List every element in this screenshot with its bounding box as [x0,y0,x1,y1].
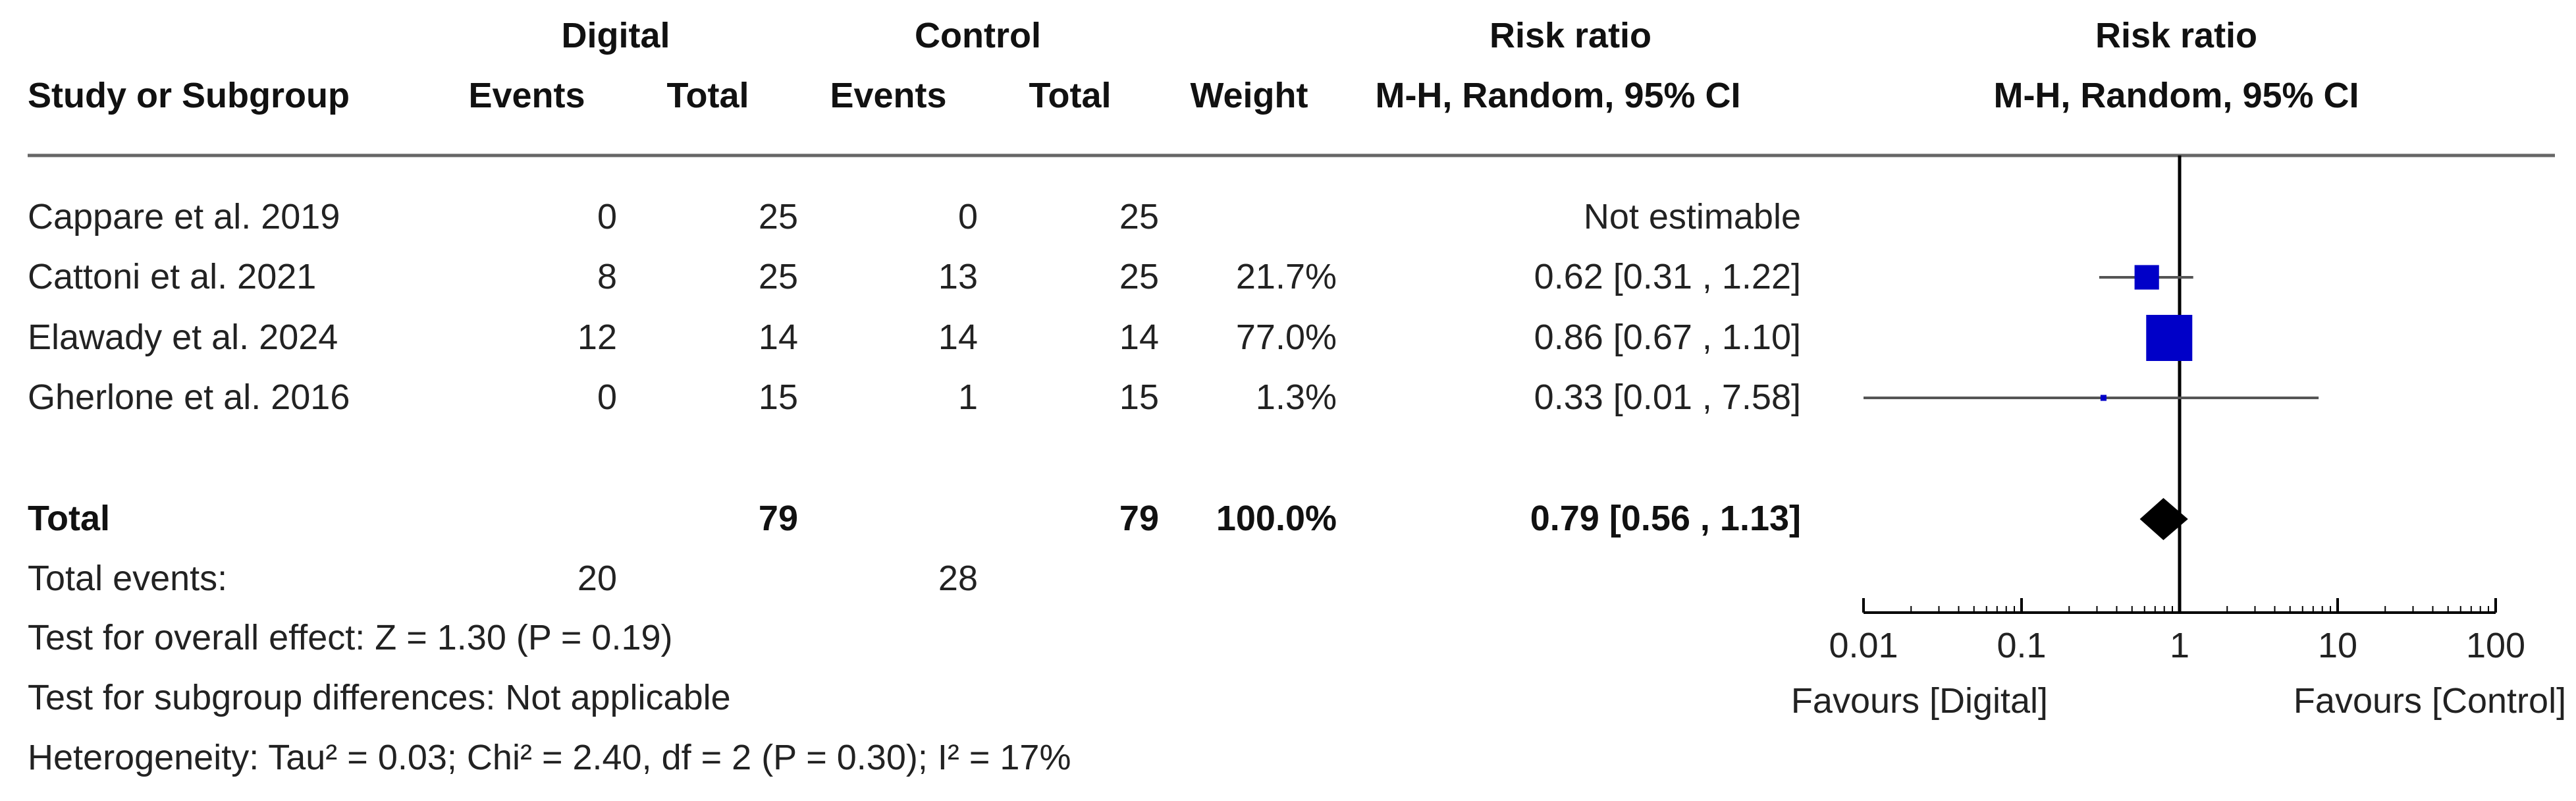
study-row: Gherlone et al. 2016 0 15 1 15 1.3% 0.33… [28,377,1801,417]
total-events-row: Total events: 20 28 [28,559,978,598]
study-effect-marker [2146,315,2193,361]
total-digital: 25 [759,197,798,236]
total-control: 14 [1119,318,1159,357]
study-name: Elawady et al. 2024 [28,318,338,357]
study-effect-marker [2100,395,2106,401]
total-weight: 100.0% [1216,499,1337,538]
x-axis-tick-label: 0.01 [1829,626,1898,665]
risk-ratio-ci: 0.62 [0.31 , 1.22] [1534,257,1801,296]
total-digital: 14 [759,318,798,357]
header-total-control: Total [1029,76,1112,115]
risk-ratio-ci: 0.86 [0.67 , 1.10] [1534,318,1801,357]
footnote-subgroup-differences: Test for subgroup differences: Not appli… [28,678,731,717]
total-digital: 15 [759,377,798,417]
header-group-digital: Digital [561,16,670,55]
study-row: Cappare et al. 2019 0 25 0 25 Not estima… [28,197,1801,236]
study-effect-marker [2134,265,2159,290]
favours-left-label: Favours [Digital] [1791,681,2048,721]
x-axis-tick-label: 1 [2170,626,2189,665]
total-risk-ratio-ci: 0.79 [0.56 , 1.13] [1530,499,1801,538]
events-digital: 8 [597,257,617,296]
x-axis-tick-label: 0.1 [1997,626,2046,665]
weight: 77.0% [1236,318,1337,357]
pooled-effect-diamond [2139,498,2188,540]
total-events-control: 28 [938,559,978,598]
header-total-digital: Total [667,76,749,115]
events-control: 1 [958,377,978,417]
x-axis-tick-label: 100 [2466,626,2525,665]
total-digital: 25 [759,257,798,296]
footnote-heterogeneity: Heterogeneity: Tau² = 0.03; Chi² = 2.40,… [28,738,1071,777]
footnote-overall-effect: Test for overall effect: Z = 1.30 (P = 0… [28,618,673,657]
total-events-label: Total events: [28,559,227,598]
events-digital: 0 [597,197,617,236]
risk-ratio-ci: Not estimable [1584,197,1801,236]
total-control: 15 [1119,377,1159,417]
forest-plot-area: 0.01 0.1 1 10 100 [1829,155,2525,665]
events-digital: 0 [597,377,617,417]
total-control-sum: 79 [1119,499,1159,538]
study-name: Cattoni et al. 2021 [28,257,316,296]
weight: 21.7% [1236,257,1337,296]
events-digital: 12 [577,318,617,357]
header-weight: Weight [1191,76,1308,115]
header-study-or-subgroup: Study or Subgroup [28,76,350,115]
risk-ratio-ci: 0.33 [0.01 , 7.58] [1534,377,1801,417]
header-risk-ratio-plot: Risk ratio [2095,16,2257,55]
study-name: Cappare et al. 2019 [28,197,340,236]
header-events-control: Events [830,76,946,115]
header-method-text: M-H, Random, 95% CI [1375,76,1740,115]
events-control: 13 [938,257,978,296]
header-risk-ratio-text: Risk ratio [1489,16,1651,55]
total-label: Total [28,499,110,538]
total-digital-sum: 79 [759,499,798,538]
weight: 1.3% [1256,377,1337,417]
study-row: Elawady et al. 2024 12 14 14 14 77.0% 0.… [28,318,1801,357]
study-row: Cattoni et al. 2021 8 25 13 25 21.7% 0.6… [28,257,1801,296]
total-events-digital: 20 [577,559,617,598]
favours-right-label: Favours [Control] [2294,681,2566,721]
header-events-digital: Events [468,76,585,115]
study-name: Gherlone et al. 2016 [28,377,350,417]
header-group-control: Control [915,16,1041,55]
events-control: 0 [958,197,978,236]
total-row: Total 79 79 100.0% 0.79 [0.56 , 1.13] [28,499,1801,538]
total-control: 25 [1119,197,1159,236]
header-method-plot: M-H, Random, 95% CI [1993,76,2359,115]
total-control: 25 [1119,257,1159,296]
events-control: 14 [938,318,978,357]
x-axis-tick-label: 10 [2318,626,2357,665]
